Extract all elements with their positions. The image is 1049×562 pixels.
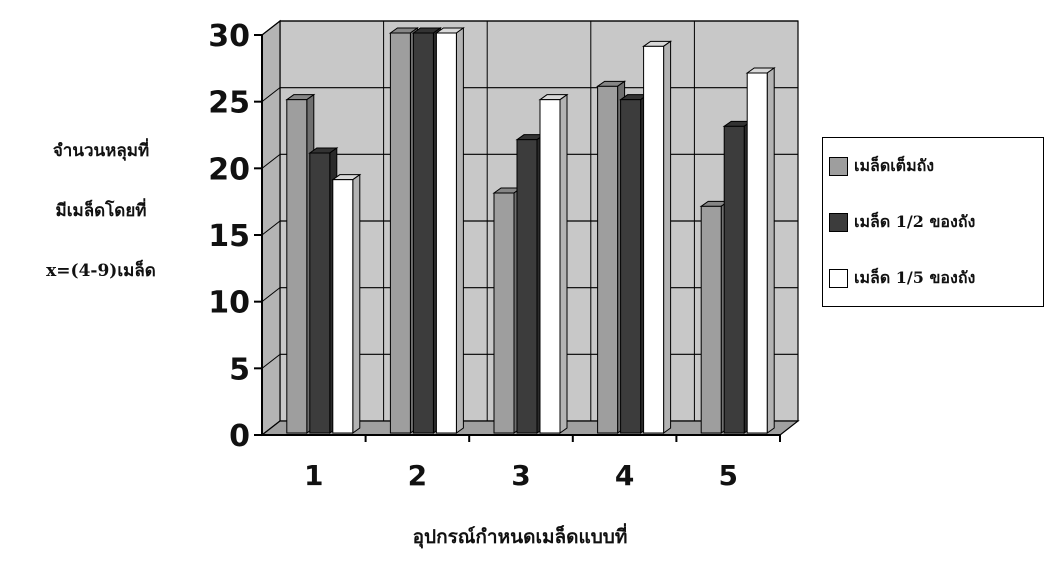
legend-item-full: เมล็ดเต็มถัง	[829, 153, 934, 179]
legend-label-half: เมล็ด 1/2 ของถัง	[854, 211, 976, 231]
bar-side	[352, 173, 361, 434]
y-tick-label: 10	[208, 286, 250, 321]
bar-3-cat-1	[331, 173, 362, 434]
legend-swatch-full	[829, 156, 848, 176]
x-axis-title: อุปกรณ์กำหนดเมล็ดแบบที่	[412, 526, 628, 548]
bar-front	[746, 72, 768, 434]
legend-swatch-fifth	[829, 268, 848, 288]
gridline-side	[261, 353, 281, 369]
x-tick-labels: 1 2 3 4 5	[304, 459, 738, 492]
bar-series	[285, 27, 776, 434]
bar-front	[723, 125, 745, 434]
bar-front	[620, 99, 642, 434]
bar-side	[663, 40, 672, 434]
y-tick-labels: 0 5 10 15 20 25 30	[208, 19, 250, 454]
bar-3-cat-5	[745, 67, 776, 434]
axes	[254, 34, 781, 442]
legend-item-half: เมล็ด 1/2 ของถัง	[829, 209, 975, 235]
gridline-side	[261, 20, 281, 36]
bar-3-cat-2	[434, 27, 465, 434]
bar-front	[516, 139, 538, 434]
bar-3-cat-4	[642, 40, 673, 434]
y-axis-title-line-2: มีเมล็ดโดยที่	[55, 201, 147, 221]
x-tick-label: 1	[304, 459, 323, 492]
y-tick-label: 5	[229, 352, 250, 387]
y-tick-label: 15	[208, 219, 250, 254]
bar-front	[389, 32, 411, 434]
y-tick-label: 25	[208, 86, 250, 121]
y-axis-title-line-1: จำนวนหลุมที่	[52, 141, 150, 161]
bar-front	[597, 85, 619, 434]
bar-front	[539, 99, 561, 434]
y-axis-title-line-3: x=(4-9)เมล็ด	[46, 261, 156, 281]
bar-front	[435, 32, 457, 434]
bar-front	[332, 179, 354, 434]
legend-label-full: เมล็ดเต็มถัง	[854, 155, 935, 175]
bar-3-cat-3	[538, 93, 569, 434]
bar-front	[412, 32, 434, 434]
gridline-side	[261, 287, 281, 303]
bar-front	[309, 152, 331, 434]
gridline-side	[261, 87, 281, 103]
bar-front	[643, 45, 665, 434]
y-tick-label: 0	[229, 419, 250, 454]
x-tick-label: 5	[718, 459, 737, 492]
legend-item-fifth: เมล็ด 1/5 ของถัง	[829, 265, 975, 291]
legend-label-fifth: เมล็ด 1/5 ของถัง	[854, 267, 976, 287]
legend: เมล็ดเต็มถัง เมล็ด 1/2 ของถัง เมล็ด 1/5 …	[822, 137, 1044, 307]
gridline-side	[261, 153, 281, 169]
gridline-side	[261, 220, 281, 236]
bar-side	[766, 67, 775, 434]
x-tick-label: 2	[408, 459, 427, 492]
y-tick-label: 20	[208, 152, 250, 187]
bar-front	[700, 205, 722, 434]
bar-front	[493, 192, 515, 434]
x-tick-label: 4	[615, 459, 634, 492]
legend-swatch-half	[829, 212, 848, 232]
bar-side	[455, 27, 464, 434]
x-tick-label: 3	[511, 459, 530, 492]
bar-front	[286, 99, 308, 434]
bar-side	[559, 93, 568, 434]
y-tick-label: 30	[208, 19, 250, 54]
